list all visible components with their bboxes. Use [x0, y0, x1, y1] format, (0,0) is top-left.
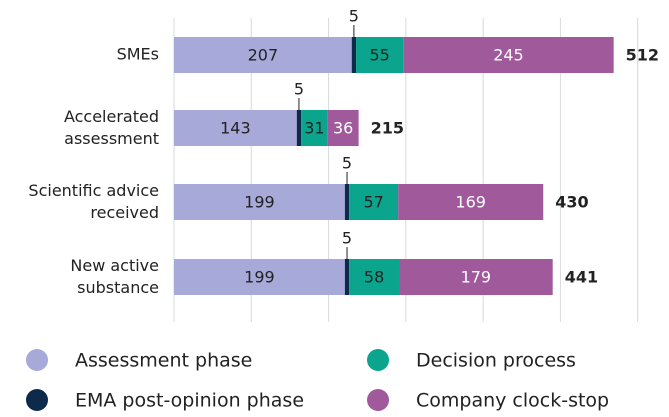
value-label: 5	[342, 154, 352, 173]
total-label: 430	[555, 193, 588, 212]
value-label: 199	[244, 193, 275, 212]
y-tick-label: Accelerated assessment	[64, 107, 159, 148]
bar-segment	[356, 37, 404, 73]
legend-swatch	[367, 389, 389, 411]
value-label: 58	[364, 268, 384, 287]
value-label: 179	[461, 268, 492, 287]
bar-segment	[344, 184, 350, 220]
legend-swatch	[26, 349, 48, 371]
y-tick-label: Scientific advice received	[28, 181, 159, 222]
bar-segment	[398, 259, 553, 295]
value-label: 55	[369, 46, 389, 65]
legend-label: EMA post-opinion phase	[75, 390, 304, 412]
value-label: 5	[342, 229, 352, 248]
legend-swatch	[367, 349, 389, 371]
bar-segment	[349, 259, 399, 295]
bar-segment	[327, 110, 359, 146]
value-label: 199	[244, 268, 275, 287]
bar-segment	[301, 110, 328, 146]
bar-segment	[174, 184, 345, 220]
y-tick-label: SMEs	[117, 45, 159, 64]
value-label: 31	[304, 119, 324, 138]
value-label: 36	[333, 119, 353, 138]
value-label: 143	[220, 119, 251, 138]
legend-label: Company clock-stop	[416, 390, 609, 412]
value-label: 207	[248, 46, 279, 65]
bar-segment	[351, 37, 357, 73]
total-label: 215	[371, 119, 404, 138]
total-label: 441	[565, 268, 598, 287]
bar-segment	[174, 259, 345, 295]
bar-segment	[296, 110, 302, 146]
legend-label: Assessment phase	[75, 350, 252, 372]
bar-segment	[344, 259, 350, 295]
bar-segment	[403, 37, 614, 73]
total-label: 512	[626, 46, 659, 65]
bar-segment	[174, 37, 352, 73]
value-label: 5	[294, 80, 304, 99]
legend-label: Decision process	[416, 350, 576, 372]
legend-swatch	[26, 389, 48, 411]
bar-segment	[349, 184, 399, 220]
value-label: 245	[493, 46, 524, 65]
bar-segment	[398, 184, 544, 220]
value-label: 57	[363, 193, 383, 212]
y-tick-label: New active substance	[70, 256, 159, 297]
value-label: 169	[455, 193, 486, 212]
value-label: 5	[349, 7, 359, 26]
bar-segment	[174, 110, 297, 146]
